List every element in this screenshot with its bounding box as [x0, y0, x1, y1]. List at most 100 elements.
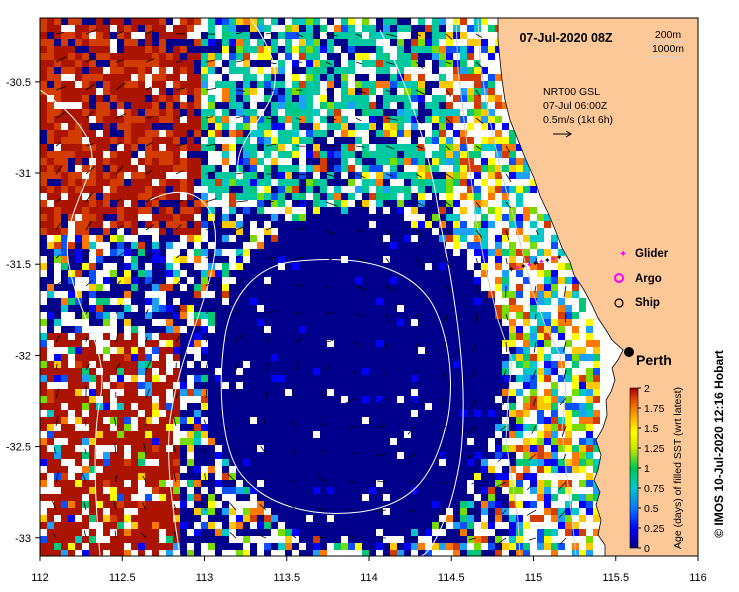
sst-cell [418, 32, 425, 39]
sst-cell [348, 501, 355, 508]
sst-cell [159, 417, 166, 424]
sst-cell [404, 550, 411, 556]
sst-cell [362, 165, 369, 172]
sst-cell [376, 116, 383, 123]
sst-cell [313, 32, 320, 39]
sst-cell [369, 298, 376, 305]
sst-cell [383, 130, 390, 137]
sst-cell [208, 466, 215, 473]
sst-cell [341, 354, 348, 361]
sst-cell [131, 396, 138, 403]
sst-cell [208, 354, 215, 361]
sst-cell [278, 501, 285, 508]
sst-cell [418, 333, 425, 340]
sst-cell [173, 284, 180, 291]
sst-cell [194, 221, 201, 228]
sst-cell [131, 326, 138, 333]
sst-cell [278, 88, 285, 95]
sst-cell [292, 487, 299, 494]
sst-cell [397, 424, 404, 431]
sst-cell [187, 158, 194, 165]
sst-cell [187, 263, 194, 270]
sst-cell [509, 256, 516, 263]
current-arrow [321, 390, 327, 399]
sst-cell [243, 214, 250, 221]
sst-cell [579, 298, 586, 305]
sst-cell [138, 550, 145, 556]
sst-cell [222, 305, 229, 312]
sst-cell [180, 53, 187, 60]
sst-cell [117, 214, 124, 221]
sst-cell [537, 284, 544, 291]
sst-cell [411, 522, 418, 529]
sst-cell [481, 123, 488, 130]
sst-cell [138, 431, 145, 438]
sst-cell [355, 137, 362, 144]
sst-cell [222, 340, 229, 347]
sst-cell [131, 340, 138, 347]
sst-cell [530, 473, 537, 480]
sst-cell [103, 529, 110, 536]
sst-cell [355, 95, 362, 102]
sst-cell [453, 459, 460, 466]
sst-cell [495, 263, 502, 270]
sst-cell [264, 46, 271, 53]
sst-cell [47, 256, 54, 263]
sst-cell [278, 431, 285, 438]
sst-cell [208, 25, 215, 32]
sst-cell [61, 186, 68, 193]
sst-cell [369, 81, 376, 88]
sst-cell [278, 144, 285, 151]
sst-cell [173, 508, 180, 515]
sst-cell [236, 312, 243, 319]
sst-cell [159, 543, 166, 550]
sst-cell [61, 333, 68, 340]
sst-cell [250, 466, 257, 473]
sst-cell [320, 473, 327, 480]
sst-cell [383, 284, 390, 291]
sst-cell [187, 466, 194, 473]
sst-cell [215, 53, 222, 60]
sst-cell [348, 39, 355, 46]
sst-cell [355, 452, 362, 459]
sst-cell [264, 473, 271, 480]
sst-cell [201, 312, 208, 319]
sst-cell [418, 424, 425, 431]
sst-cell [355, 263, 362, 270]
current-arrow [385, 285, 396, 292]
sst-cell [47, 284, 54, 291]
sst-cell [404, 242, 411, 249]
sst-cell [495, 333, 502, 340]
sst-cell [474, 186, 481, 193]
sst-cell [243, 116, 250, 123]
sst-cell [474, 410, 481, 417]
sst-cell [334, 305, 341, 312]
sst-cell [579, 515, 586, 522]
sst-cell [124, 277, 131, 284]
sst-cell [110, 200, 117, 207]
sst-cell [376, 81, 383, 88]
sst-cell [47, 431, 54, 438]
sst-cell [397, 326, 404, 333]
sst-cell [117, 431, 124, 438]
sst-cell [257, 368, 264, 375]
sst-cell [376, 466, 383, 473]
sst-cell [488, 480, 495, 487]
sst-cell [341, 46, 348, 53]
sst-cell [502, 235, 509, 242]
sst-cell [47, 459, 54, 466]
sst-cell [544, 284, 551, 291]
sst-cell [418, 277, 425, 284]
sst-cell [453, 165, 460, 172]
sst-cell [467, 277, 474, 284]
sst-cell [110, 410, 117, 417]
sst-cell [117, 46, 124, 53]
sst-cell [572, 494, 579, 501]
sst-cell [40, 277, 47, 284]
sst-cell [516, 333, 523, 340]
sst-cell [397, 39, 404, 46]
sst-cell [593, 347, 600, 354]
sst-cell [145, 473, 152, 480]
sst-cell [397, 25, 404, 32]
sst-cell [558, 319, 565, 326]
